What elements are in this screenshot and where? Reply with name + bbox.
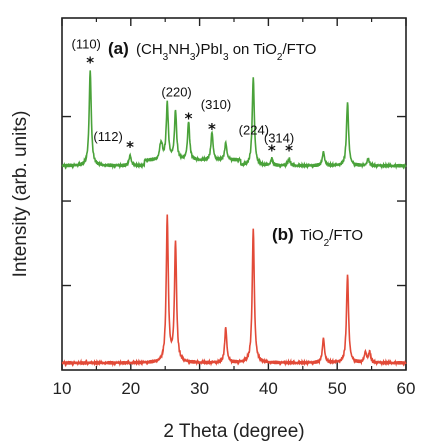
- series-line-b: [61, 214, 407, 368]
- peak-marker: *: [208, 120, 216, 138]
- peak-label: (224): [239, 122, 269, 137]
- y-axis-label: Intensity (arb. units): [10, 111, 31, 278]
- peak-label: (220): [161, 84, 191, 99]
- series-layer: [61, 70, 407, 368]
- panel-a-label: (CH3NH3)PbI3 on TiO2/FTO: [136, 41, 316, 63]
- x-tick-label: 20: [121, 379, 140, 398]
- x-tick-label: 60: [397, 379, 416, 398]
- panel-b-label: TiO2/FTO: [300, 227, 363, 249]
- x-axis-label: 2 Theta (degree): [163, 421, 304, 442]
- peak-marker: *: [126, 138, 134, 156]
- peak-marker: *: [285, 142, 293, 160]
- peak-label: (112): [93, 129, 122, 144]
- panel-a-tag: (a): [108, 39, 129, 58]
- x-tick-label: 10: [53, 379, 72, 398]
- peak-label: (314): [264, 131, 294, 146]
- series-line-a: [61, 70, 407, 170]
- axis-ticks: 10 20 30 40 50 60: [53, 18, 416, 398]
- panel-b-tag: (b): [272, 225, 294, 244]
- peak-marker: *: [185, 109, 193, 127]
- peak-marker: *: [86, 54, 94, 72]
- peak-label: (110): [72, 37, 101, 52]
- x-tick-label: 40: [259, 379, 278, 398]
- x-tick-label: 30: [190, 379, 209, 398]
- peak-label: (310): [201, 97, 231, 112]
- x-tick-label: 50: [328, 379, 347, 398]
- plot-frame: [61, 17, 407, 371]
- peak-marker: *: [268, 141, 276, 159]
- peak-annotations: *(110)*(112)*(220)*(310)*(224)*(314): [72, 37, 295, 160]
